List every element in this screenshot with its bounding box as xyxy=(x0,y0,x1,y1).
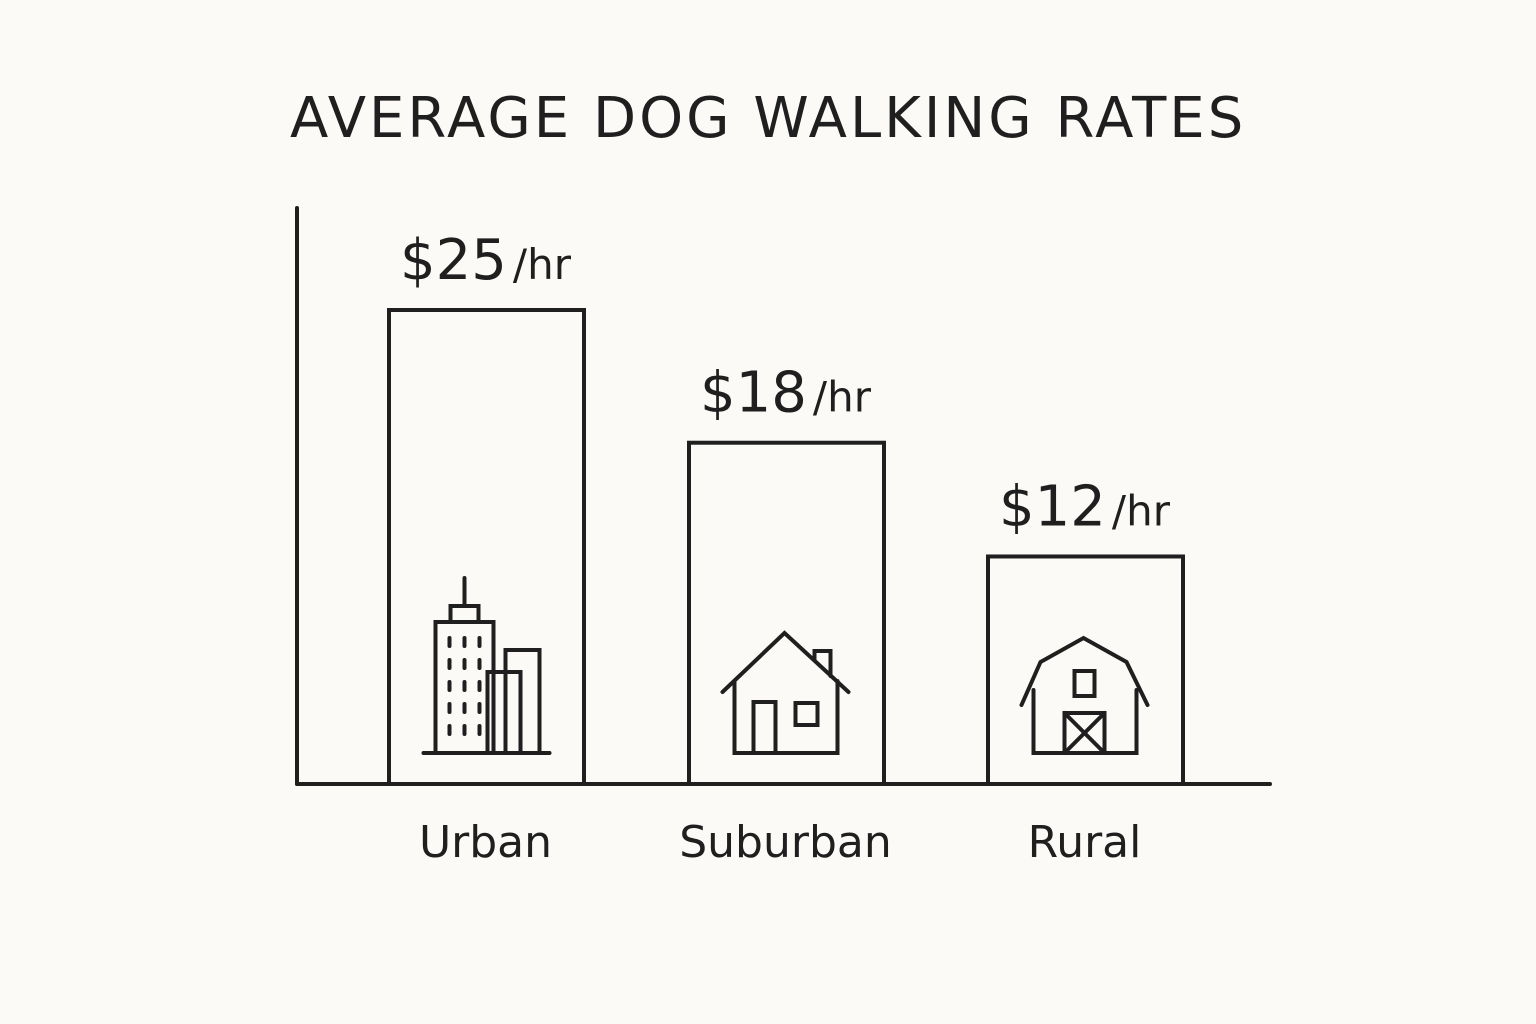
data-label-amount: $18 xyxy=(700,361,807,426)
data-label-rural: $12/hr xyxy=(999,474,1171,539)
category-label-rural: Rural xyxy=(1028,817,1142,868)
chart-title: AVERAGE DOG WALKING RATES xyxy=(290,86,1246,151)
data-label-urban: $25/hr xyxy=(400,228,572,293)
data-label-amount: $25 xyxy=(400,228,507,293)
category-label-suburban: Suburban xyxy=(679,817,892,868)
house-icon xyxy=(720,630,851,755)
data-label-unit: /hr xyxy=(813,373,872,422)
bars-layer xyxy=(387,308,1185,786)
icons-layer xyxy=(421,576,1150,755)
labels-layer: $25/hr Urban $18/hr Suburban $12/hr Rural xyxy=(400,228,1171,868)
bar-rural xyxy=(986,554,1185,786)
bar-suburban xyxy=(687,440,886,786)
data-label-suburban: $18/hr xyxy=(700,361,872,426)
data-label-amount: $12 xyxy=(999,474,1106,539)
city-buildings-icon xyxy=(421,576,552,755)
bar-urban xyxy=(387,308,586,786)
barn-icon xyxy=(1019,635,1150,755)
data-label-unit: /hr xyxy=(513,240,572,289)
data-label-unit: /hr xyxy=(1112,486,1171,535)
category-label-urban: Urban xyxy=(419,817,552,868)
